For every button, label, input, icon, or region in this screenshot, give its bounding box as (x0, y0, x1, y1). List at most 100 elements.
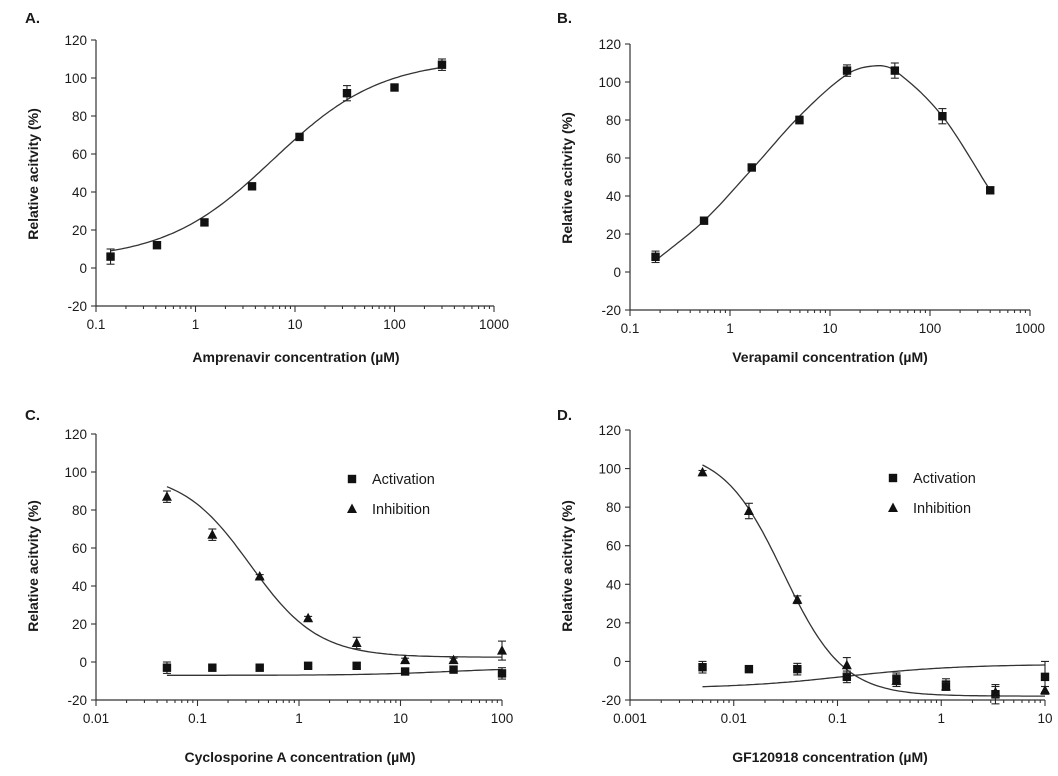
y-tick-label: 60 (72, 541, 87, 556)
y-tick-label: 80 (72, 503, 87, 518)
legend-triangle-marker (888, 502, 898, 512)
y-tick-label: 80 (72, 109, 87, 124)
legend-label-activation: Activation (913, 471, 976, 487)
panel-c-activation-point (255, 663, 264, 672)
panel-c-activation-point (352, 661, 361, 670)
panel-c-plot: -20 0 20 40 60 80 100 120 0.01 0.1 1 10 100 (64, 427, 513, 726)
panel-d-activation-point (744, 664, 754, 674)
panel-b-series-point (747, 163, 756, 172)
y-tick-label: 100 (598, 462, 621, 477)
panel-c-legend: Activation Inhibition (347, 472, 435, 518)
panel-a-y-axis-title: Relative acitvity (%) (25, 108, 41, 240)
panel-d-inhibition-point (891, 675, 902, 685)
panel-a-series-point (342, 89, 352, 98)
y-tick-label: 40 (606, 189, 621, 204)
panel-b-series-fit-curve (655, 65, 991, 262)
panel-d-inhibition-point (743, 505, 754, 515)
y-tick-label: 100 (64, 71, 87, 86)
x-tick-label: 0.001 (613, 711, 647, 726)
panel-c-inhibition-point (351, 637, 362, 647)
y-tick-label: 20 (606, 227, 621, 242)
panel-c-activation-point (497, 669, 507, 678)
y-tick-label: 60 (606, 539, 621, 554)
y-tick-label: -20 (601, 303, 621, 318)
x-tick-label: 1 (295, 711, 303, 726)
panel-c-inhibition-fit-curve (166, 486, 502, 658)
panel-a-series-point (200, 218, 209, 227)
panel-a-series-point (247, 182, 257, 191)
panel-c-inhibition-point (400, 654, 411, 665)
x-tick-label: 1 (937, 711, 945, 726)
panel-a-series-point (152, 241, 162, 250)
panel-c-activation-fit-curve (166, 668, 502, 676)
panel-a: A. -20 0 20 40 60 80 100 120 0.1 1 10 100 1000 Ampre… (25, 10, 509, 365)
panel-d-y-axis-title: Relative acitvity (%) (559, 500, 575, 632)
panel-a-label: A. (25, 10, 40, 27)
panel-d: D. -20 0 20 40 60 80 100 120 0.001 0.01 0.1 1 10 GF1… (557, 407, 1053, 765)
panel-d-activation-fit-curve (702, 664, 1045, 688)
panel-b-series-point (938, 112, 947, 121)
panel-c-activation-point (208, 663, 217, 672)
y-tick-label: 40 (72, 185, 87, 200)
panel-c-y-axis-title: Relative acitvity (%) (25, 500, 41, 632)
panel-b-series-point (842, 66, 852, 75)
panel-a-x-axis-title: Amprenavir concentration (µM) (192, 349, 399, 365)
panel-a-series-fit-curve (110, 66, 443, 252)
panel-c-inhibition-point (303, 612, 314, 623)
panel-b: B. -20 0 20 40 60 80 100 120 0.1 1 10 100 1000 Verap… (557, 10, 1045, 365)
panel-d-inhibition-point (990, 686, 1001, 697)
panel-b-label: B. (557, 10, 572, 27)
panel-d-plot: -20 0 20 40 60 80 100 120 0.001 0.01 0.1 1 10 (598, 423, 1052, 726)
y-tick-label: 60 (72, 147, 87, 162)
panel-c-activation-point (303, 661, 313, 670)
panel-d-inhibition-point (1040, 684, 1050, 695)
panel-d-legend: Activation Inhibition (888, 471, 976, 517)
legend-label-activation: Activation (372, 472, 435, 488)
y-tick-label: -20 (601, 693, 621, 708)
y-tick-label: -20 (67, 299, 87, 314)
x-tick-label: 0.1 (188, 711, 207, 726)
panel-d-inhibition-point (697, 466, 708, 477)
x-tick-label: 0.1 (828, 711, 847, 726)
legend-label-inhibition: Inhibition (913, 501, 971, 517)
panel-a-plot: -20 0 20 40 60 80 100 120 0.1 1 10 100 1000 (64, 33, 509, 332)
y-tick-label: 80 (606, 113, 621, 128)
panel-c-inhibition-point (254, 571, 265, 581)
panel-c-activation-point (449, 665, 458, 674)
panel-d-activation-point (698, 663, 707, 672)
panel-c-inhibition-point (448, 654, 459, 665)
y-tick-label: 20 (72, 617, 87, 632)
y-tick-label: 80 (606, 500, 621, 515)
panel-b-series-point (795, 115, 804, 125)
x-tick-label: 10 (393, 711, 408, 726)
panel-c-inhibition-point (207, 529, 218, 539)
panel-b-series-point (651, 252, 660, 261)
y-tick-label: 40 (606, 577, 621, 592)
legend-triangle-marker (347, 503, 357, 513)
y-tick-label: 0 (79, 261, 87, 276)
panel-d-activation-point (793, 664, 802, 674)
panel-a-series-point (295, 132, 304, 142)
x-tick-label: 100 (383, 317, 406, 332)
y-tick-label: 0 (79, 655, 87, 670)
x-tick-label: 10 (822, 321, 837, 336)
x-tick-label: 0.1 (621, 321, 640, 336)
panel-b-series-point (986, 186, 995, 195)
panel-c-inhibition-point (161, 491, 172, 501)
y-tick-label: 120 (64, 427, 87, 442)
panel-d-x-axis-title: GF120918 concentration (µM) (732, 749, 928, 765)
legend-label-inhibition: Inhibition (372, 502, 430, 518)
y-tick-label: 0 (613, 654, 621, 669)
y-tick-label: 0 (613, 265, 621, 280)
panel-c-x-axis-title: Cyclosporine A concentration (µM) (184, 749, 415, 765)
x-tick-label: 100 (491, 711, 514, 726)
x-tick-label: 1000 (1015, 321, 1045, 336)
panel-d-inhibition-fit-curve (702, 464, 1045, 697)
x-tick-label: 10 (287, 317, 302, 332)
y-tick-label: 40 (72, 579, 87, 594)
panel-a-series-point (390, 83, 399, 92)
y-tick-label: 20 (606, 616, 621, 631)
y-tick-label: 20 (72, 223, 87, 238)
panel-c-activation-point (162, 663, 172, 672)
